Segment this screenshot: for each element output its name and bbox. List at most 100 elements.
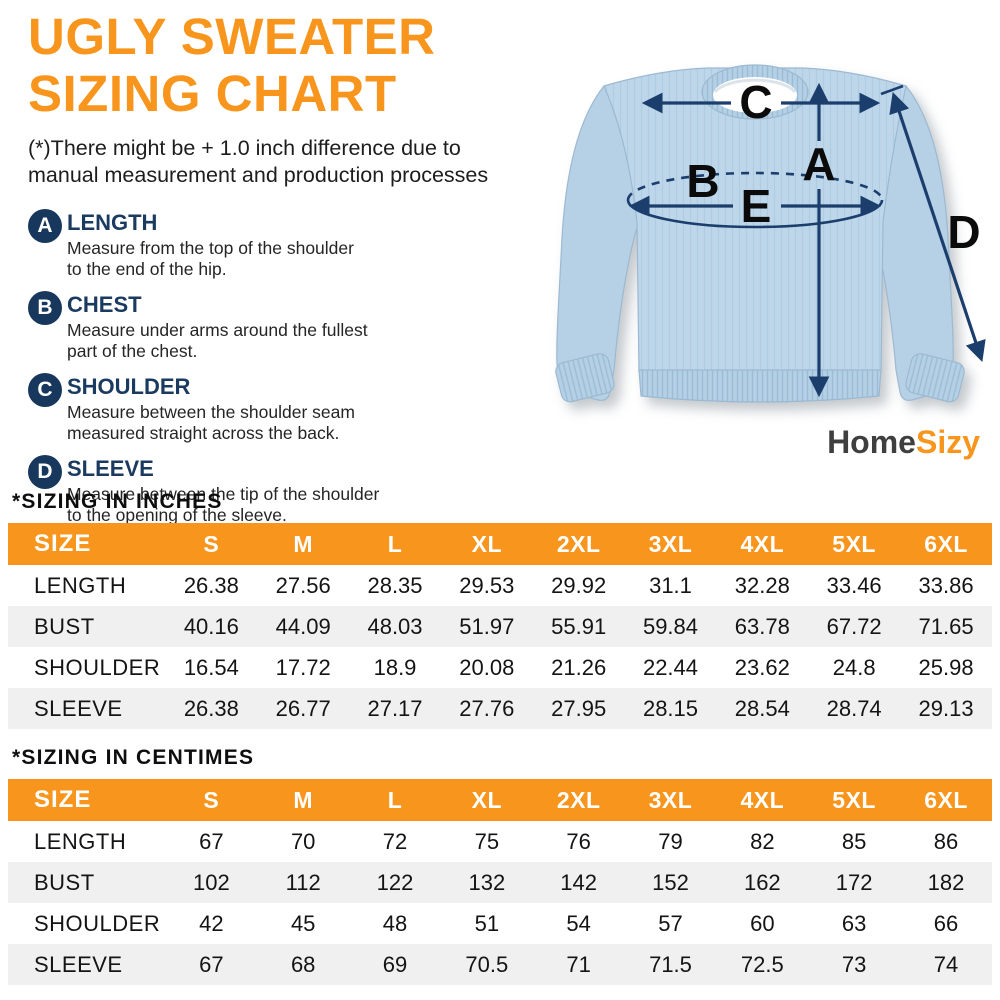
page-title: UGLY SWEATER SIZING CHART — [28, 8, 533, 122]
size-value-cell: 16.54 — [183, 654, 239, 680]
size-value-cell: 27.56 — [275, 572, 331, 598]
centimeters-table-header: SIZE S M L XL 2XL 3XL 4XL 5XL 6XL — [8, 779, 992, 821]
legend-label-sleeve: SLEEVE — [67, 456, 154, 481]
size-value-cell: 76 — [566, 828, 591, 854]
sleeve-arrow-end-tick — [880, 84, 904, 96]
size-value-cell: 21.26 — [551, 654, 607, 680]
row-label: SLEEVE — [34, 951, 123, 977]
size-value-cell: 60 — [750, 910, 775, 936]
size-value-cell: 29.13 — [918, 695, 974, 721]
legend-desc-sleeve-line1: Measure between the tip of the shoulder — [67, 484, 380, 504]
size-value-cell: 40.16 — [183, 613, 239, 639]
disclaimer-line2: manual measurement and production proces… — [28, 163, 489, 187]
table-row-bust: BUST 40.16 44.09 48.03 51.97 55.91 59.84 63.78 6… — [8, 606, 992, 647]
legend-item-sleeve: D SLEEVE Measure between the tip of the … — [28, 455, 533, 526]
legend-label-length: LENGTH — [67, 210, 158, 235]
size-value-cell: 71 — [566, 951, 591, 977]
legend-badge-b: B — [28, 291, 62, 325]
size-value-cell: 26.38 — [183, 695, 239, 721]
row-label: SHOULDER — [34, 910, 161, 936]
size-value-cell: 73 — [841, 951, 867, 977]
legend-label-shoulder: SHOULDER — [67, 374, 191, 399]
size-value-cell: 72 — [382, 828, 408, 854]
size-value-cell: 70 — [290, 828, 316, 854]
size-value-cell: 27.95 — [551, 695, 607, 721]
measurement-label-e: E — [741, 180, 772, 232]
legend-desc-shoulder: Measure between the shoulder seam measur… — [67, 402, 533, 444]
size-value-cell: 67.72 — [826, 613, 882, 639]
table-row-sleeve: SLEEVE 67 68 69 70.5 71 71.5 72.5 73 74 — [8, 944, 992, 985]
size-header-s: S — [165, 779, 258, 821]
inches-table-title: *SIZING IN INCHES — [12, 490, 223, 513]
legend-desc-length: Measure from the top of the shoulder to … — [67, 238, 533, 280]
size-value-cell: 86 — [933, 828, 959, 854]
size-header-5xl: 5XL — [808, 779, 901, 821]
size-value-cell: 31.1 — [649, 572, 692, 598]
row-label: LENGTH — [34, 828, 127, 854]
size-header-s: S — [165, 523, 258, 565]
row-label: BUST — [34, 613, 95, 639]
size-value-cell: 27.76 — [459, 695, 515, 721]
size-header-6xl: 6XL — [900, 523, 992, 565]
sweater-figure: C A B E D — [540, 40, 1000, 440]
legend-desc-shoulder-line2: measured straight across the back. — [67, 423, 340, 443]
size-value-cell: 55.91 — [551, 613, 607, 639]
legend-label-chest: CHEST — [67, 292, 142, 317]
inches-sizing-table: SIZE S M L XL 2XL 3XL 4XL 5XL 6XL LENGTH 26.38 27.5… — [8, 523, 992, 729]
table-row-shoulder: SHOULDER 16.54 17.72 18.9 20.08 21.26 22.44 23.… — [8, 647, 992, 688]
size-header-m: M — [257, 779, 350, 821]
legend-desc-chest: Measure under arms around the fullest pa… — [67, 320, 533, 362]
size-value-cell: 82 — [750, 828, 775, 854]
size-value-cell: 85 — [841, 828, 867, 854]
size-value-cell: 72.5 — [740, 951, 784, 977]
size-value-cell: 51.97 — [459, 613, 515, 639]
size-value-cell: 25.98 — [918, 654, 974, 680]
size-value-cell: 63.78 — [734, 613, 790, 639]
size-value-cell: 28.74 — [826, 695, 882, 721]
table-row-shoulder: SHOULDER 42 45 48 51 54 57 60 63 66 — [8, 903, 992, 944]
legend-desc-sleeve: Measure between the tip of the shoulder … — [67, 484, 533, 526]
size-value-cell: 48 — [382, 910, 408, 936]
size-header-4xl: 4XL — [716, 523, 809, 565]
size-header-l: L — [349, 779, 441, 821]
size-header-l: L — [349, 523, 441, 565]
legend-badge-d: D — [28, 455, 62, 489]
size-value-cell: 122 — [376, 869, 414, 895]
size-value-cell: 162 — [743, 869, 781, 895]
measurement-label-a: A — [802, 138, 835, 190]
chest-ellipse-dashed — [626, 171, 884, 201]
size-value-cell: 57 — [658, 910, 683, 936]
size-value-cell: 66 — [933, 910, 959, 936]
table-row-sleeve: SLEEVE 26.38 26.77 27.17 27.76 27.95 28.15 28.5… — [8, 688, 992, 729]
size-value-cell: 32.28 — [734, 572, 790, 598]
legend-badge-c: C — [28, 373, 62, 407]
measurement-label-d: D — [947, 206, 980, 258]
size-column-header: SIZE — [8, 779, 166, 821]
legend-desc-shoulder-line1: Measure between the shoulder seam — [67, 402, 355, 422]
legend-desc-length-line1: Measure from the top of the shoulder — [67, 238, 354, 258]
size-value-cell: 45 — [290, 910, 316, 936]
size-value-cell: 26.77 — [275, 695, 331, 721]
table-row-length: LENGTH 67 70 72 75 76 79 82 85 86 — [8, 821, 992, 862]
row-label: SLEEVE — [34, 695, 123, 721]
brand-logo-part2: Sizy — [915, 424, 980, 460]
size-header-3xl: 3XL — [624, 779, 717, 821]
size-value-cell: 172 — [835, 869, 873, 895]
size-value-cell: 142 — [560, 869, 598, 895]
size-value-cell: 67 — [199, 828, 224, 854]
size-value-cell: 27.17 — [367, 695, 423, 721]
size-value-cell: 79 — [658, 828, 683, 854]
size-value-cell: 112 — [285, 869, 321, 895]
size-value-cell: 71.5 — [649, 951, 692, 977]
row-label: BUST — [34, 869, 95, 895]
size-value-cell: 59.84 — [642, 613, 699, 639]
size-value-cell: 20.08 — [459, 654, 515, 680]
size-header-2xl: 2XL — [532, 779, 625, 821]
size-value-cell: 68 — [290, 951, 316, 977]
row-label: SHOULDER — [34, 654, 161, 680]
size-header-xl: XL — [440, 779, 533, 821]
size-value-cell: 132 — [468, 869, 506, 895]
size-value-cell: 51 — [474, 910, 500, 936]
page-title-line2: SIZING CHART — [28, 65, 397, 122]
disclaimer-text: (*)There might be + 1.0 inch difference … — [28, 135, 533, 189]
